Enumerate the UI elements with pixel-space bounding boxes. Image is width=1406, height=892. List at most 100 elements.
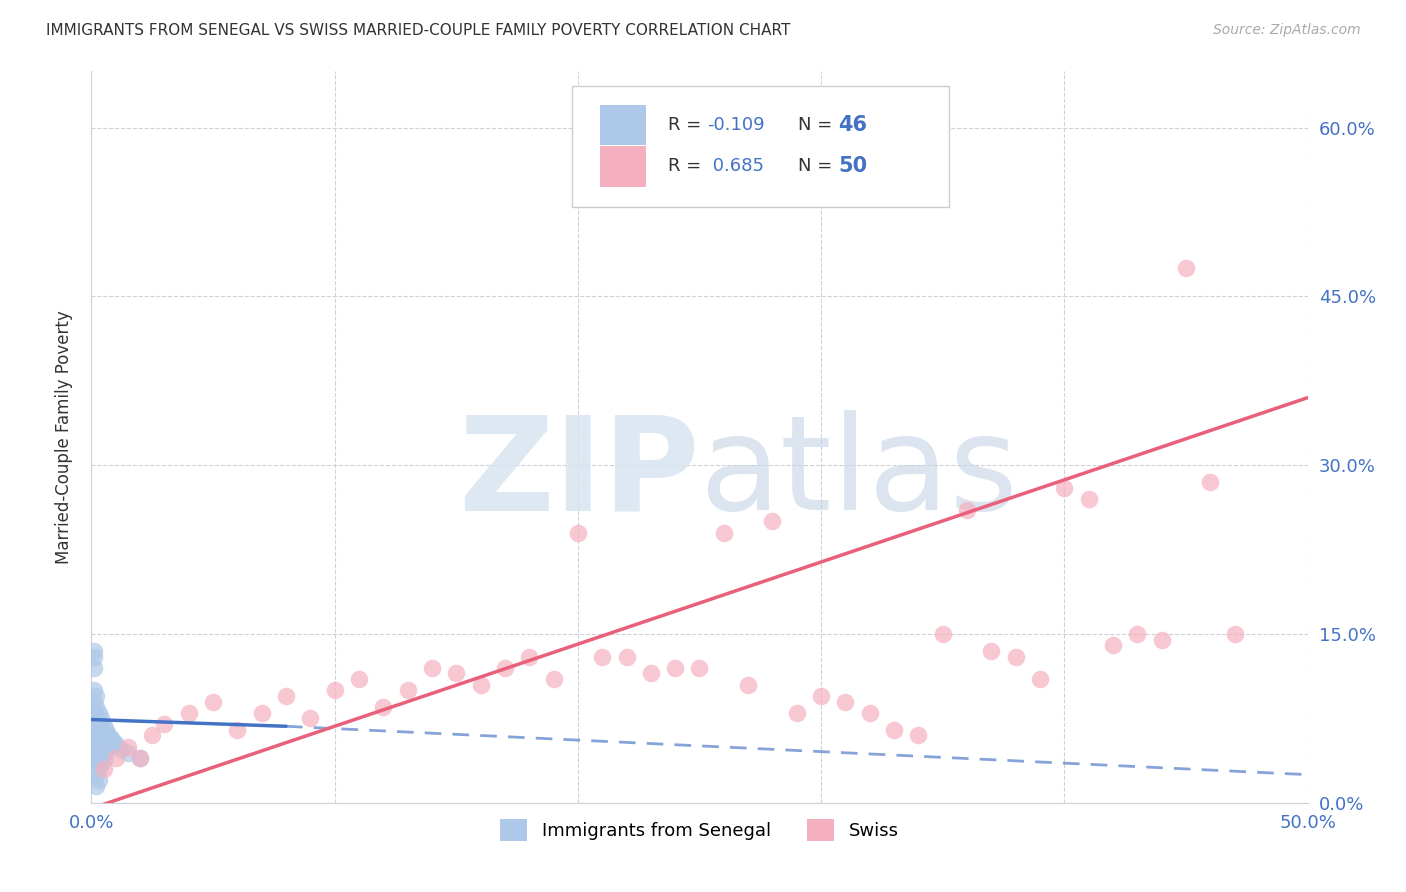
- Point: [117, 746, 139, 760]
- Point: [1053, 481, 1076, 495]
- Point: [141, 728, 163, 742]
- Point: [84, 756, 107, 771]
- Point: [83, 728, 105, 742]
- Point: [567, 525, 589, 540]
- Point: [517, 649, 540, 664]
- Point: [87, 751, 110, 765]
- Point: [1004, 649, 1026, 664]
- Point: [93, 741, 115, 756]
- Text: 46: 46: [838, 115, 868, 135]
- Point: [494, 661, 516, 675]
- Text: R =: R =: [668, 158, 707, 176]
- Y-axis label: Married-Couple Family Poverty: Married-Couple Family Poverty: [55, 310, 73, 564]
- Point: [83, 717, 105, 731]
- Point: [129, 751, 152, 765]
- Text: -0.109: -0.109: [707, 116, 765, 134]
- Point: [90, 745, 112, 759]
- Point: [347, 672, 370, 686]
- Point: [93, 762, 115, 776]
- Point: [396, 683, 419, 698]
- Point: [640, 666, 662, 681]
- Point: [87, 717, 110, 731]
- Point: [1126, 627, 1149, 641]
- Point: [688, 661, 710, 675]
- Point: [153, 717, 176, 731]
- Point: [907, 728, 929, 742]
- Point: [87, 739, 110, 754]
- Point: [543, 672, 565, 686]
- FancyBboxPatch shape: [600, 146, 645, 186]
- Point: [373, 700, 395, 714]
- Point: [1077, 491, 1099, 506]
- Text: 0.685: 0.685: [707, 158, 763, 176]
- Point: [97, 739, 120, 754]
- Point: [83, 706, 105, 720]
- Point: [737, 678, 759, 692]
- Point: [84, 745, 107, 759]
- Point: [761, 515, 783, 529]
- Text: N =: N =: [799, 116, 838, 134]
- Point: [956, 503, 979, 517]
- Point: [786, 706, 808, 720]
- Point: [83, 661, 105, 675]
- Point: [87, 773, 110, 788]
- Point: [591, 649, 613, 664]
- Point: [84, 700, 107, 714]
- Point: [177, 706, 200, 720]
- Point: [84, 723, 107, 737]
- Text: atlas: atlas: [699, 410, 1018, 537]
- Point: [202, 694, 225, 708]
- Point: [110, 741, 132, 756]
- Point: [93, 731, 115, 745]
- Point: [883, 723, 905, 737]
- Point: [1102, 638, 1125, 652]
- Point: [444, 666, 467, 681]
- Point: [84, 779, 107, 793]
- Point: [420, 661, 443, 675]
- Point: [1175, 261, 1198, 276]
- Point: [100, 731, 122, 745]
- FancyBboxPatch shape: [572, 86, 949, 207]
- Point: [84, 734, 107, 748]
- Point: [1199, 475, 1222, 489]
- Point: [87, 762, 110, 776]
- Point: [103, 734, 125, 748]
- Point: [931, 627, 953, 641]
- Point: [713, 525, 735, 540]
- Point: [90, 723, 112, 737]
- Point: [84, 689, 107, 703]
- Point: [93, 753, 115, 767]
- Point: [97, 728, 120, 742]
- FancyBboxPatch shape: [600, 104, 645, 145]
- Text: IMMIGRANTS FROM SENEGAL VS SWISS MARRIED-COUPLE FAMILY POVERTY CORRELATION CHART: IMMIGRANTS FROM SENEGAL VS SWISS MARRIED…: [46, 23, 790, 38]
- Legend: Immigrants from Senegal, Swiss: Immigrants from Senegal, Swiss: [494, 812, 905, 848]
- Point: [94, 734, 117, 748]
- Point: [90, 711, 112, 725]
- Point: [83, 751, 105, 765]
- Point: [117, 739, 139, 754]
- Point: [470, 678, 492, 692]
- Point: [859, 706, 882, 720]
- Point: [1223, 627, 1246, 641]
- Point: [250, 706, 273, 720]
- Point: [1029, 672, 1052, 686]
- Point: [83, 644, 105, 658]
- Text: 50: 50: [838, 156, 868, 177]
- Point: [104, 751, 127, 765]
- Point: [87, 728, 110, 742]
- Point: [810, 689, 832, 703]
- Point: [226, 723, 249, 737]
- Text: Source: ZipAtlas.com: Source: ZipAtlas.com: [1213, 23, 1361, 37]
- Point: [90, 734, 112, 748]
- Point: [87, 706, 110, 720]
- Point: [323, 683, 346, 698]
- Text: R =: R =: [668, 116, 707, 134]
- Point: [93, 719, 115, 733]
- Text: N =: N =: [799, 158, 838, 176]
- Point: [299, 711, 322, 725]
- Point: [94, 745, 117, 759]
- Point: [84, 711, 107, 725]
- Point: [274, 689, 297, 703]
- Point: [1150, 632, 1173, 647]
- Point: [83, 739, 105, 754]
